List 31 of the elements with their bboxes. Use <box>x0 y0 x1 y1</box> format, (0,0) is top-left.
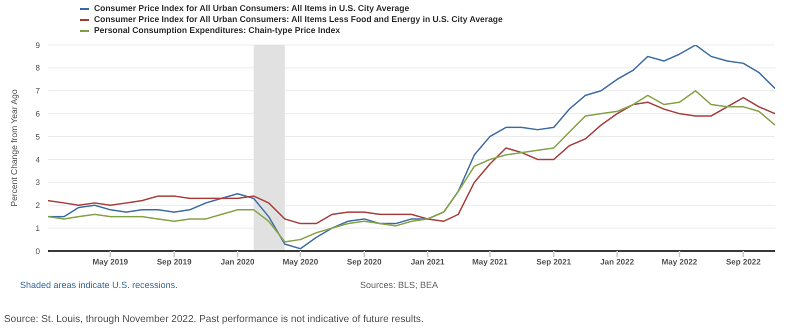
x-tick-label: Jan 2020 <box>220 258 255 267</box>
x-tick-label: May 2022 <box>662 258 698 267</box>
line-series <box>48 90 775 243</box>
x-tick-label: Sep 2020 <box>346 258 382 267</box>
x-tick-label: May 2020 <box>282 258 319 267</box>
y-tick-label: 4 <box>36 155 41 164</box>
source-note: Sources: BLS; BEA <box>360 280 438 290</box>
y-axis-title: Percent Change from Year Ago <box>9 89 20 207</box>
x-tick-label: May 2021 <box>472 258 508 267</box>
y-tick-label: 5 <box>36 132 41 142</box>
legend-label: Personal Consumption Expenditures: Chain-type Price Index <box>94 25 340 36</box>
text: Shaded areas indicate U.S. recessions. <box>20 280 178 290</box>
y-tick-label: 7 <box>36 86 41 96</box>
y-tick-label: 1 <box>36 224 41 233</box>
y-tick-label: 6 <box>36 110 41 119</box>
source-note: Source: St. Louis, through November 2022. Past performance is not indicative of future results. <box>4 314 424 325</box>
line-series <box>48 96 775 224</box>
legend-label: Consumer Price Index for All Urban Consumers: All Items Less Food and Energy in U.S. City Average <box>94 14 503 25</box>
x-tick-label: Jan 2022 <box>600 258 635 267</box>
x-tick-label: Jan 2021 <box>410 258 446 267</box>
y-tick-label: 2 <box>36 201 41 210</box>
x-tick-label: Sep 2022 <box>726 258 762 267</box>
y-tick-label: 0 <box>36 246 41 256</box>
legend-label: Consumer Price Index for All Urban Consumers: All Items in U.S. City Average <box>94 3 410 14</box>
y-tick-label: 3 <box>36 178 41 188</box>
x-tick-label: Sep 2019 <box>156 258 192 267</box>
x-tick-label: Sep 2021 <box>536 258 572 267</box>
x-tick-label: May 2019 <box>92 258 129 267</box>
y-tick-label: 9 <box>36 40 41 50</box>
y-tick-label: 8 <box>36 64 41 73</box>
line-series <box>48 45 775 250</box>
